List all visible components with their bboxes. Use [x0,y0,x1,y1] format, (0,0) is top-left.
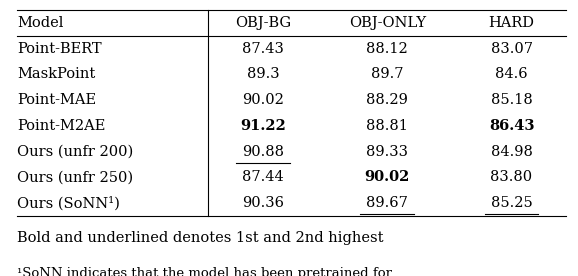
Text: Point-M2AE: Point-M2AE [17,119,106,133]
Text: 88.81: 88.81 [366,119,408,133]
Text: 84.98: 84.98 [491,145,532,159]
Text: Ours (unfr 250): Ours (unfr 250) [17,171,134,184]
Text: 88.29: 88.29 [366,93,408,107]
Text: 85.18: 85.18 [491,93,532,107]
Text: 89.7: 89.7 [371,67,403,81]
Text: 91.22: 91.22 [240,119,286,133]
Text: 83.07: 83.07 [491,42,532,55]
Text: OBJ-BG: OBJ-BG [235,16,291,30]
Text: Model: Model [17,16,64,30]
Text: 89.3: 89.3 [247,67,279,81]
Text: 85.25: 85.25 [491,196,532,210]
Text: MaskPoint: MaskPoint [17,67,95,81]
Text: 90.36: 90.36 [242,196,284,210]
Text: 90.02: 90.02 [242,93,284,107]
Text: 90.02: 90.02 [365,171,410,184]
Text: ¹SoNN indicates that the model has been pretrained for: ¹SoNN indicates that the model has been … [17,267,392,276]
Text: HARD: HARD [488,16,535,30]
Text: 89.33: 89.33 [366,145,408,159]
Text: Ours (SoNN¹): Ours (SoNN¹) [17,196,120,210]
Text: Ours (unfr 200): Ours (unfr 200) [17,145,134,159]
Text: 90.88: 90.88 [242,145,284,159]
Text: 87.43: 87.43 [242,42,284,55]
Text: Bold and underlined denotes 1st and 2nd highest: Bold and underlined denotes 1st and 2nd … [17,231,384,245]
Text: 87.44: 87.44 [242,171,284,184]
Text: OBJ-ONLY: OBJ-ONLY [349,16,426,30]
Text: Point-BERT: Point-BERT [17,42,102,55]
Text: 89.67: 89.67 [366,196,408,210]
Text: 88.12: 88.12 [366,42,408,55]
Text: 86.43: 86.43 [489,119,534,133]
Text: Point-MAE: Point-MAE [17,93,97,107]
Text: 84.6: 84.6 [495,67,528,81]
Text: 83.80: 83.80 [491,171,532,184]
